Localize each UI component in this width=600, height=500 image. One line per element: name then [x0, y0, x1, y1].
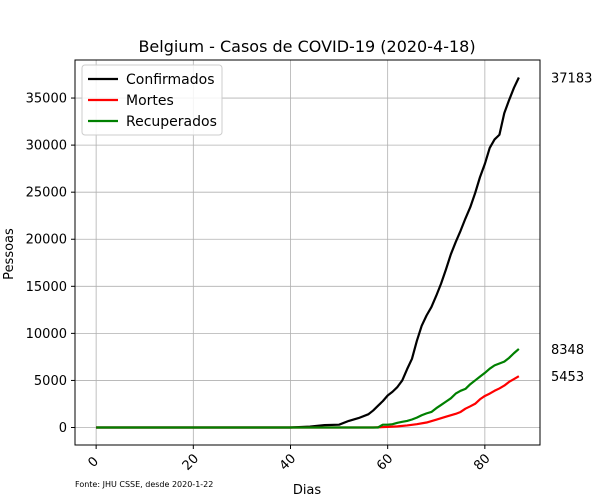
x-tick-label: 20 [180, 451, 202, 473]
end-labels: 37183 5453 8348 [551, 71, 592, 385]
legend-label-recuperados: Recuperados [126, 114, 217, 130]
legend-label-confirmados: Confirmados [126, 72, 215, 88]
y-axis-label: Pessoas [2, 228, 17, 280]
y-tick-label: 5000 [34, 374, 67, 389]
series-line-recuperados [96, 348, 520, 429]
series-line-mortes [96, 375, 520, 429]
end-label-recuperados: 8348 [551, 343, 584, 358]
x-tick-label: 80 [471, 451, 493, 473]
x-tick-label: 40 [277, 451, 299, 473]
plot-frame [74, 59, 541, 446]
legend-label-mortes: Mortes [126, 93, 174, 109]
series-line-confirmados [96, 77, 520, 429]
x-tick-label: 0 [85, 454, 101, 470]
y-tick-label: 30000 [26, 139, 67, 154]
chart-title: Belgium - Casos de COVID-19 (2020-4-18) [138, 37, 475, 56]
y-tick-label: 25000 [26, 186, 67, 201]
x-tick-label: 60 [374, 451, 396, 473]
y-tick-label: 20000 [26, 233, 67, 248]
end-label-mortes: 5453 [551, 370, 584, 385]
y-tick-label: 10000 [26, 327, 67, 342]
y-tick-label: 0 [59, 421, 67, 436]
end-label-confirmados: 37183 [551, 71, 592, 86]
series-lines [96, 77, 520, 429]
x-axis-label: Dias [293, 483, 322, 498]
legend: Confirmados Mortes Recuperados [81, 64, 223, 136]
y-tick-label: 35000 [26, 92, 67, 107]
source-note: Fonte: JHU CSSE, desde 2020-1-22 [75, 480, 213, 489]
legend-box [81, 64, 223, 136]
y-tick-label: 15000 [26, 280, 67, 295]
